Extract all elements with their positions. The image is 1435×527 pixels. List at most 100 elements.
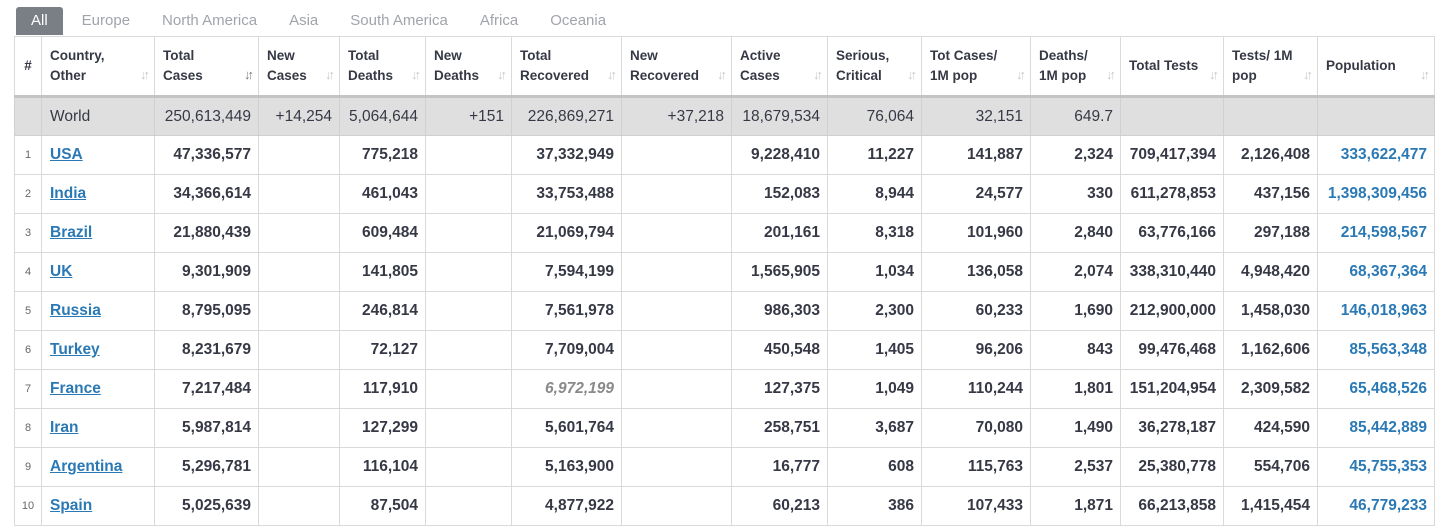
sort-arrows-icon[interactable]: ↓↑: [1420, 67, 1430, 82]
header-deaths-per-1m[interactable]: Deaths/ 1M pop ↓↑: [1030, 36, 1121, 97]
tab-oceania[interactable]: Oceania: [550, 12, 607, 29]
cell-total-recovered: 5,163,900: [511, 447, 622, 487]
cell-population: 85,442,889: [1317, 408, 1435, 448]
header-label: Tot Cases/ 1M pop: [930, 48, 998, 83]
tab-south-america[interactable]: South America: [350, 12, 448, 29]
country-link[interactable]: Argentina: [50, 458, 123, 475]
cell-rank: 9: [14, 447, 42, 487]
header-active-cases[interactable]: Active Cases ↓↑: [731, 36, 828, 97]
table-row: 5 Russia 8,795,095 246,814 7,561,978 986,303 2…: [14, 291, 1435, 331]
cell-rank: 6: [14, 330, 42, 370]
cell-deaths-per-1m: 2,537: [1030, 447, 1121, 487]
sort-arrows-icon[interactable]: ↓↑: [607, 67, 617, 82]
cell-total-deaths: 116,104: [339, 447, 426, 487]
cell-tot-cases-per-1m: 115,763: [921, 447, 1031, 487]
cell-tests-per-1m: 424,590: [1223, 408, 1318, 448]
header-label: Total Deaths: [348, 48, 394, 83]
cell-total-recovered: 7,594,199: [511, 252, 622, 292]
header-total-tests[interactable]: Total Tests ↓↑: [1120, 36, 1224, 97]
sort-arrows-icon[interactable]: ↓↑: [813, 67, 823, 82]
sort-arrows-icon[interactable]: ↓↑: [1016, 67, 1026, 82]
cell-tot-cases-per-1m: 24,577: [921, 174, 1031, 214]
tab-all[interactable]: All: [16, 7, 63, 35]
country-link[interactable]: India: [50, 185, 87, 202]
country-link[interactable]: Turkey: [50, 341, 100, 358]
cell-new-deaths: [425, 291, 512, 331]
country-link[interactable]: Brazil: [50, 224, 93, 241]
cell-total-tests: 338,310,440: [1120, 252, 1224, 292]
cell-active-cases: 201,161: [731, 213, 828, 253]
cell-new-deaths: [425, 408, 512, 448]
sort-arrows-icon[interactable]: ↓↑: [497, 67, 507, 82]
sort-arrows-icon[interactable]: ↓↑: [325, 67, 335, 82]
country-link[interactable]: USA: [50, 146, 83, 163]
cell-deaths-per-1m: 1,690: [1030, 291, 1121, 331]
header-country[interactable]: Country, Other ↓↑: [41, 36, 155, 97]
header-new-deaths[interactable]: New Deaths ↓↑: [425, 36, 512, 97]
cell-rank: 3: [14, 213, 42, 253]
cell-total-recovered: 4,877,922: [511, 486, 622, 526]
country-link[interactable]: France: [50, 380, 101, 397]
sort-arrows-icon[interactable]: ↓↑: [1106, 67, 1116, 82]
header-total-deaths[interactable]: Total Deaths ↓↑: [339, 36, 426, 97]
tab-europe[interactable]: Europe: [81, 12, 131, 29]
cell-new-recovered: +37,218: [621, 96, 732, 136]
tab-north-america[interactable]: North America: [162, 12, 258, 29]
table-row: 4 UK 9,301,909 141,805 7,594,199 1,565,905 1,0…: [14, 252, 1435, 292]
sort-arrows-icon[interactable]: ↓↑: [717, 67, 727, 82]
cell-rank: [14, 96, 42, 136]
header-total-recovered[interactable]: Total Recovered ↓↑: [511, 36, 622, 97]
cell-total-deaths: 141,805: [339, 252, 426, 292]
table-body: World 250,613,449 +14,254 5,064,644 +151 226,…: [14, 96, 1435, 526]
tab-africa[interactable]: Africa: [479, 12, 519, 29]
tab-asia[interactable]: Asia: [289, 12, 319, 29]
cell-tot-cases-per-1m: 96,206: [921, 330, 1031, 370]
cell-total-deaths: 127,299: [339, 408, 426, 448]
header-serious-critical[interactable]: Serious, Critical ↓↑: [827, 36, 922, 97]
sort-arrows-icon[interactable]: ↓↑: [411, 67, 421, 82]
header-new-recovered[interactable]: New Recovered ↓↑: [621, 36, 732, 97]
country-link[interactable]: UK: [50, 263, 73, 280]
sort-arrows-icon[interactable]: ↓↑: [1209, 67, 1219, 82]
country-link[interactable]: Russia: [50, 302, 101, 319]
sort-arrows-icon[interactable]: ↓↑: [1303, 67, 1313, 82]
cell-population: 46,779,233: [1317, 486, 1435, 526]
header-tests-per-1m[interactable]: Tests/ 1M pop ↓↑: [1223, 36, 1318, 97]
sort-arrows-icon[interactable]: ↓↑: [907, 67, 917, 82]
cell-total-recovered: 7,561,978: [511, 291, 622, 331]
cell-active-cases: 60,213: [731, 486, 828, 526]
sort-arrows-icon[interactable]: ↓↑: [244, 67, 254, 82]
cell-population: 146,018,963: [1317, 291, 1435, 331]
table-row: 9 Argentina 5,296,781 116,104 5,163,900 16,77…: [14, 447, 1435, 487]
country-link[interactable]: Spain: [50, 497, 93, 514]
header-tot-cases-per-1m[interactable]: Tot Cases/ 1M pop ↓↑: [921, 36, 1031, 97]
header-label: Serious, Critical: [836, 48, 890, 83]
header-total-cases[interactable]: Total Cases ↓↑: [154, 36, 259, 97]
table-row: 7 France 7,217,484 117,910 6,972,199 127,375 1…: [14, 369, 1435, 409]
cell-new-cases: [258, 447, 340, 487]
cell-tests-per-1m: 1,415,454: [1223, 486, 1318, 526]
table-row: 3 Brazil 21,880,439 609,484 21,069,794 201,16…: [14, 213, 1435, 253]
cell-new-recovered: [621, 369, 732, 409]
cell-active-cases: 1,565,905: [731, 252, 828, 292]
header-label: Population: [1326, 58, 1396, 73]
cell-tot-cases-per-1m: 107,433: [921, 486, 1031, 526]
header-population[interactable]: Population ↓↑: [1317, 36, 1435, 97]
cell-serious-critical: 386: [827, 486, 922, 526]
cell-serious-critical: 608: [827, 447, 922, 487]
country-link[interactable]: Iran: [50, 419, 79, 436]
cell-tot-cases-per-1m: 60,233: [921, 291, 1031, 331]
table-row: 8 Iran 5,987,814 127,299 5,601,764 258,751 3,6…: [14, 408, 1435, 448]
header-label: Deaths/ 1M pop: [1039, 48, 1088, 83]
cell-new-deaths: [425, 447, 512, 487]
cell-total-recovered: 226,869,271: [511, 96, 622, 136]
header-new-cases[interactable]: New Cases ↓↑: [258, 36, 340, 97]
header-label: Total Cases: [163, 48, 203, 83]
cell-population: 85,563,348: [1317, 330, 1435, 370]
cell-deaths-per-1m: 2,840: [1030, 213, 1121, 253]
cell-total-tests: 36,278,187: [1120, 408, 1224, 448]
cell-total-cases: 8,795,095: [154, 291, 259, 331]
header-label: Country, Other: [50, 48, 105, 83]
cell-total-recovered: 33,753,488: [511, 174, 622, 214]
sort-arrows-icon[interactable]: ↓↑: [140, 67, 150, 82]
